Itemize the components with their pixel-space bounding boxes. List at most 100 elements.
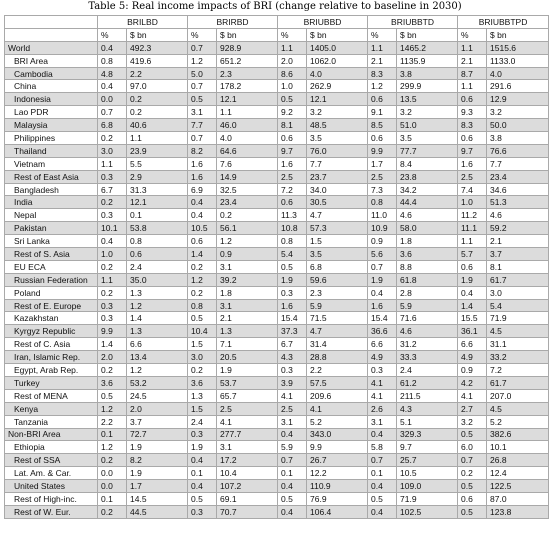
billion-usd-cell: 277.7 xyxy=(216,427,278,442)
billion-usd-cell: 61.7 xyxy=(486,272,550,287)
percent-cell: 15.4 xyxy=(277,311,307,326)
table-row: Bangladesh 6.7 31.3 6.9 32.5 7.2 34.0 7.3 34.2 7.… xyxy=(4,182,550,197)
table-row: Rest of East Asia 0.3 2.9 1.6 14.9 2.5 23.7 2.5… xyxy=(4,169,550,184)
percent-cell: 0.6 xyxy=(457,131,488,145)
billion-usd-cell: 3.8 xyxy=(486,131,550,145)
percent-cell: 0.9 xyxy=(457,363,488,377)
billion-usd-cell: 2.2 xyxy=(305,363,369,377)
billion-usd-cell: 12.4 xyxy=(486,466,550,481)
billion-usd-cell: 23.9 xyxy=(126,143,188,158)
percent-cell: 2.0 xyxy=(97,350,127,365)
billion-usd-cell: 107.2 xyxy=(216,479,278,493)
percent-cell: 0.5 xyxy=(97,388,127,403)
percent-cell: 0.4 xyxy=(187,453,217,468)
percent-cell: 9.3 xyxy=(457,105,488,120)
billion-usd-cell: 4.1 xyxy=(216,414,278,429)
region-cell: Rest of W. Eur. xyxy=(4,504,98,519)
billion-usd-cell: 4.3 xyxy=(396,401,459,416)
billion-usd-cell: 2.2 xyxy=(126,66,188,81)
billion-usd-cell: 34.0 xyxy=(305,182,369,197)
percent-cell: 1.9 xyxy=(457,272,488,287)
percent-cell: 0.2 xyxy=(187,259,217,274)
percent-cell: 0.6 xyxy=(457,259,488,274)
billion-usd-cell: 3.7 xyxy=(126,414,188,429)
billion-usd-cell: 7.1 xyxy=(216,337,278,352)
billion-usd-cell: 1.3 xyxy=(126,285,188,300)
billion-usd-cell: 1.2 xyxy=(126,298,188,313)
table-row: Malaysia 6.8 40.6 7.7 46.0 8.1 48.5 8.5 51.0 8.3 5… xyxy=(4,118,550,133)
percent-cell: 10.8 xyxy=(277,221,307,236)
billion-usd-cell: 3.5 xyxy=(305,131,369,145)
percent-cell: 8.3 xyxy=(457,118,488,133)
billion-usd-cell: 71.9 xyxy=(486,311,550,326)
table-row: BRI Area 0.8 419.6 1.2 651.2 2.0 1062.0 2.1 1135… xyxy=(4,53,550,68)
billion-usd-cell: 44.5 xyxy=(126,504,188,519)
percent-cell: 5.8 xyxy=(367,440,398,455)
percent-cell: 0.4 xyxy=(367,285,398,300)
billion-usd-cell: 8.8 xyxy=(396,259,459,274)
percent-cell: 1.6 xyxy=(367,298,398,313)
billion-usd-cell: 0.6 xyxy=(126,247,188,261)
percent-cell: 4.1 xyxy=(277,388,307,403)
percent-cell: 2.1 xyxy=(367,53,398,68)
percent-cell: 0.4 xyxy=(97,40,127,55)
billion-usd-cell: 102.5 xyxy=(396,504,459,519)
percent-cell: 0.7 xyxy=(367,453,398,468)
billion-usd-cell: 2.4 xyxy=(126,259,188,274)
table-row: Ethiopia 1.2 1.9 1.9 3.1 5.9 9.9 5.8 9.7 6.0 10.1 xyxy=(4,440,550,455)
billion-usd-cell: 39.2 xyxy=(216,272,278,287)
billion-usd-cell: 12.9 xyxy=(486,92,550,107)
unit-header: % xyxy=(187,27,217,42)
percent-cell: 1.6 xyxy=(187,169,217,184)
region-cell: Kenya xyxy=(4,401,98,416)
billion-usd-cell: 3.1 xyxy=(216,259,278,274)
percent-cell: 1.4 xyxy=(457,298,488,313)
billion-usd-cell: 12.2 xyxy=(305,466,369,481)
percent-cell: 1.1 xyxy=(367,40,398,55)
billion-usd-cell: 1.1 xyxy=(126,131,188,145)
billion-usd-cell: 48.5 xyxy=(305,118,369,133)
percent-cell: 10.5 xyxy=(187,221,217,236)
billion-usd-cell: 50.0 xyxy=(486,118,550,133)
percent-cell: 0.2 xyxy=(187,285,217,300)
billion-usd-cell: 61.2 xyxy=(396,375,459,390)
billion-usd-cell: 1.4 xyxy=(126,311,188,326)
billion-usd-cell: 40.6 xyxy=(126,118,188,133)
region-header-cell xyxy=(4,15,98,29)
unit-header: $ bn xyxy=(126,27,188,42)
percent-cell: 0.7 xyxy=(97,105,127,120)
percent-cell: 15.5 xyxy=(457,311,488,326)
billion-usd-cell: 46.0 xyxy=(216,118,278,133)
percent-cell: 0.9 xyxy=(367,234,398,249)
billion-usd-cell: 4.0 xyxy=(216,131,278,145)
percent-cell: 0.7 xyxy=(367,259,398,274)
region-cell: Russian Federation xyxy=(4,272,98,287)
unit-header: $ bn xyxy=(216,27,278,42)
percent-cell: 0.3 xyxy=(277,285,307,300)
billion-usd-cell: 9.9 xyxy=(305,440,369,455)
percent-cell: 1.5 xyxy=(187,337,217,352)
percent-cell: 2.5 xyxy=(277,401,307,416)
billion-usd-cell: 4.1 xyxy=(305,401,369,416)
percent-cell: 15.4 xyxy=(367,311,398,326)
billion-usd-cell: 77.7 xyxy=(396,143,459,158)
billion-usd-cell: 53.8 xyxy=(126,221,188,236)
billion-usd-cell: 2.1 xyxy=(216,311,278,326)
billion-usd-cell: 8.4 xyxy=(396,156,459,171)
billion-usd-cell: 4.6 xyxy=(396,208,459,223)
billion-usd-cell: 61.8 xyxy=(396,272,459,287)
billion-usd-cell: 1.2 xyxy=(216,234,278,249)
percent-cell: 0.3 xyxy=(277,363,307,377)
billion-usd-cell: 6.8 xyxy=(305,259,369,274)
percent-cell: 4.2 xyxy=(457,375,488,390)
percent-cell: 0.2 xyxy=(97,453,127,468)
percent-cell: 0.5 xyxy=(367,491,398,506)
billion-usd-cell: 76.6 xyxy=(486,143,550,158)
billion-usd-cell: 31.2 xyxy=(396,337,459,352)
percent-cell: 4.1 xyxy=(457,388,488,403)
percent-cell: 0.0 xyxy=(97,466,127,481)
billion-usd-cell: 70.7 xyxy=(216,504,278,519)
billion-usd-cell: 59.6 xyxy=(305,272,369,287)
percent-cell: 1.3 xyxy=(187,388,217,403)
percent-cell: 1.1 xyxy=(457,234,488,249)
